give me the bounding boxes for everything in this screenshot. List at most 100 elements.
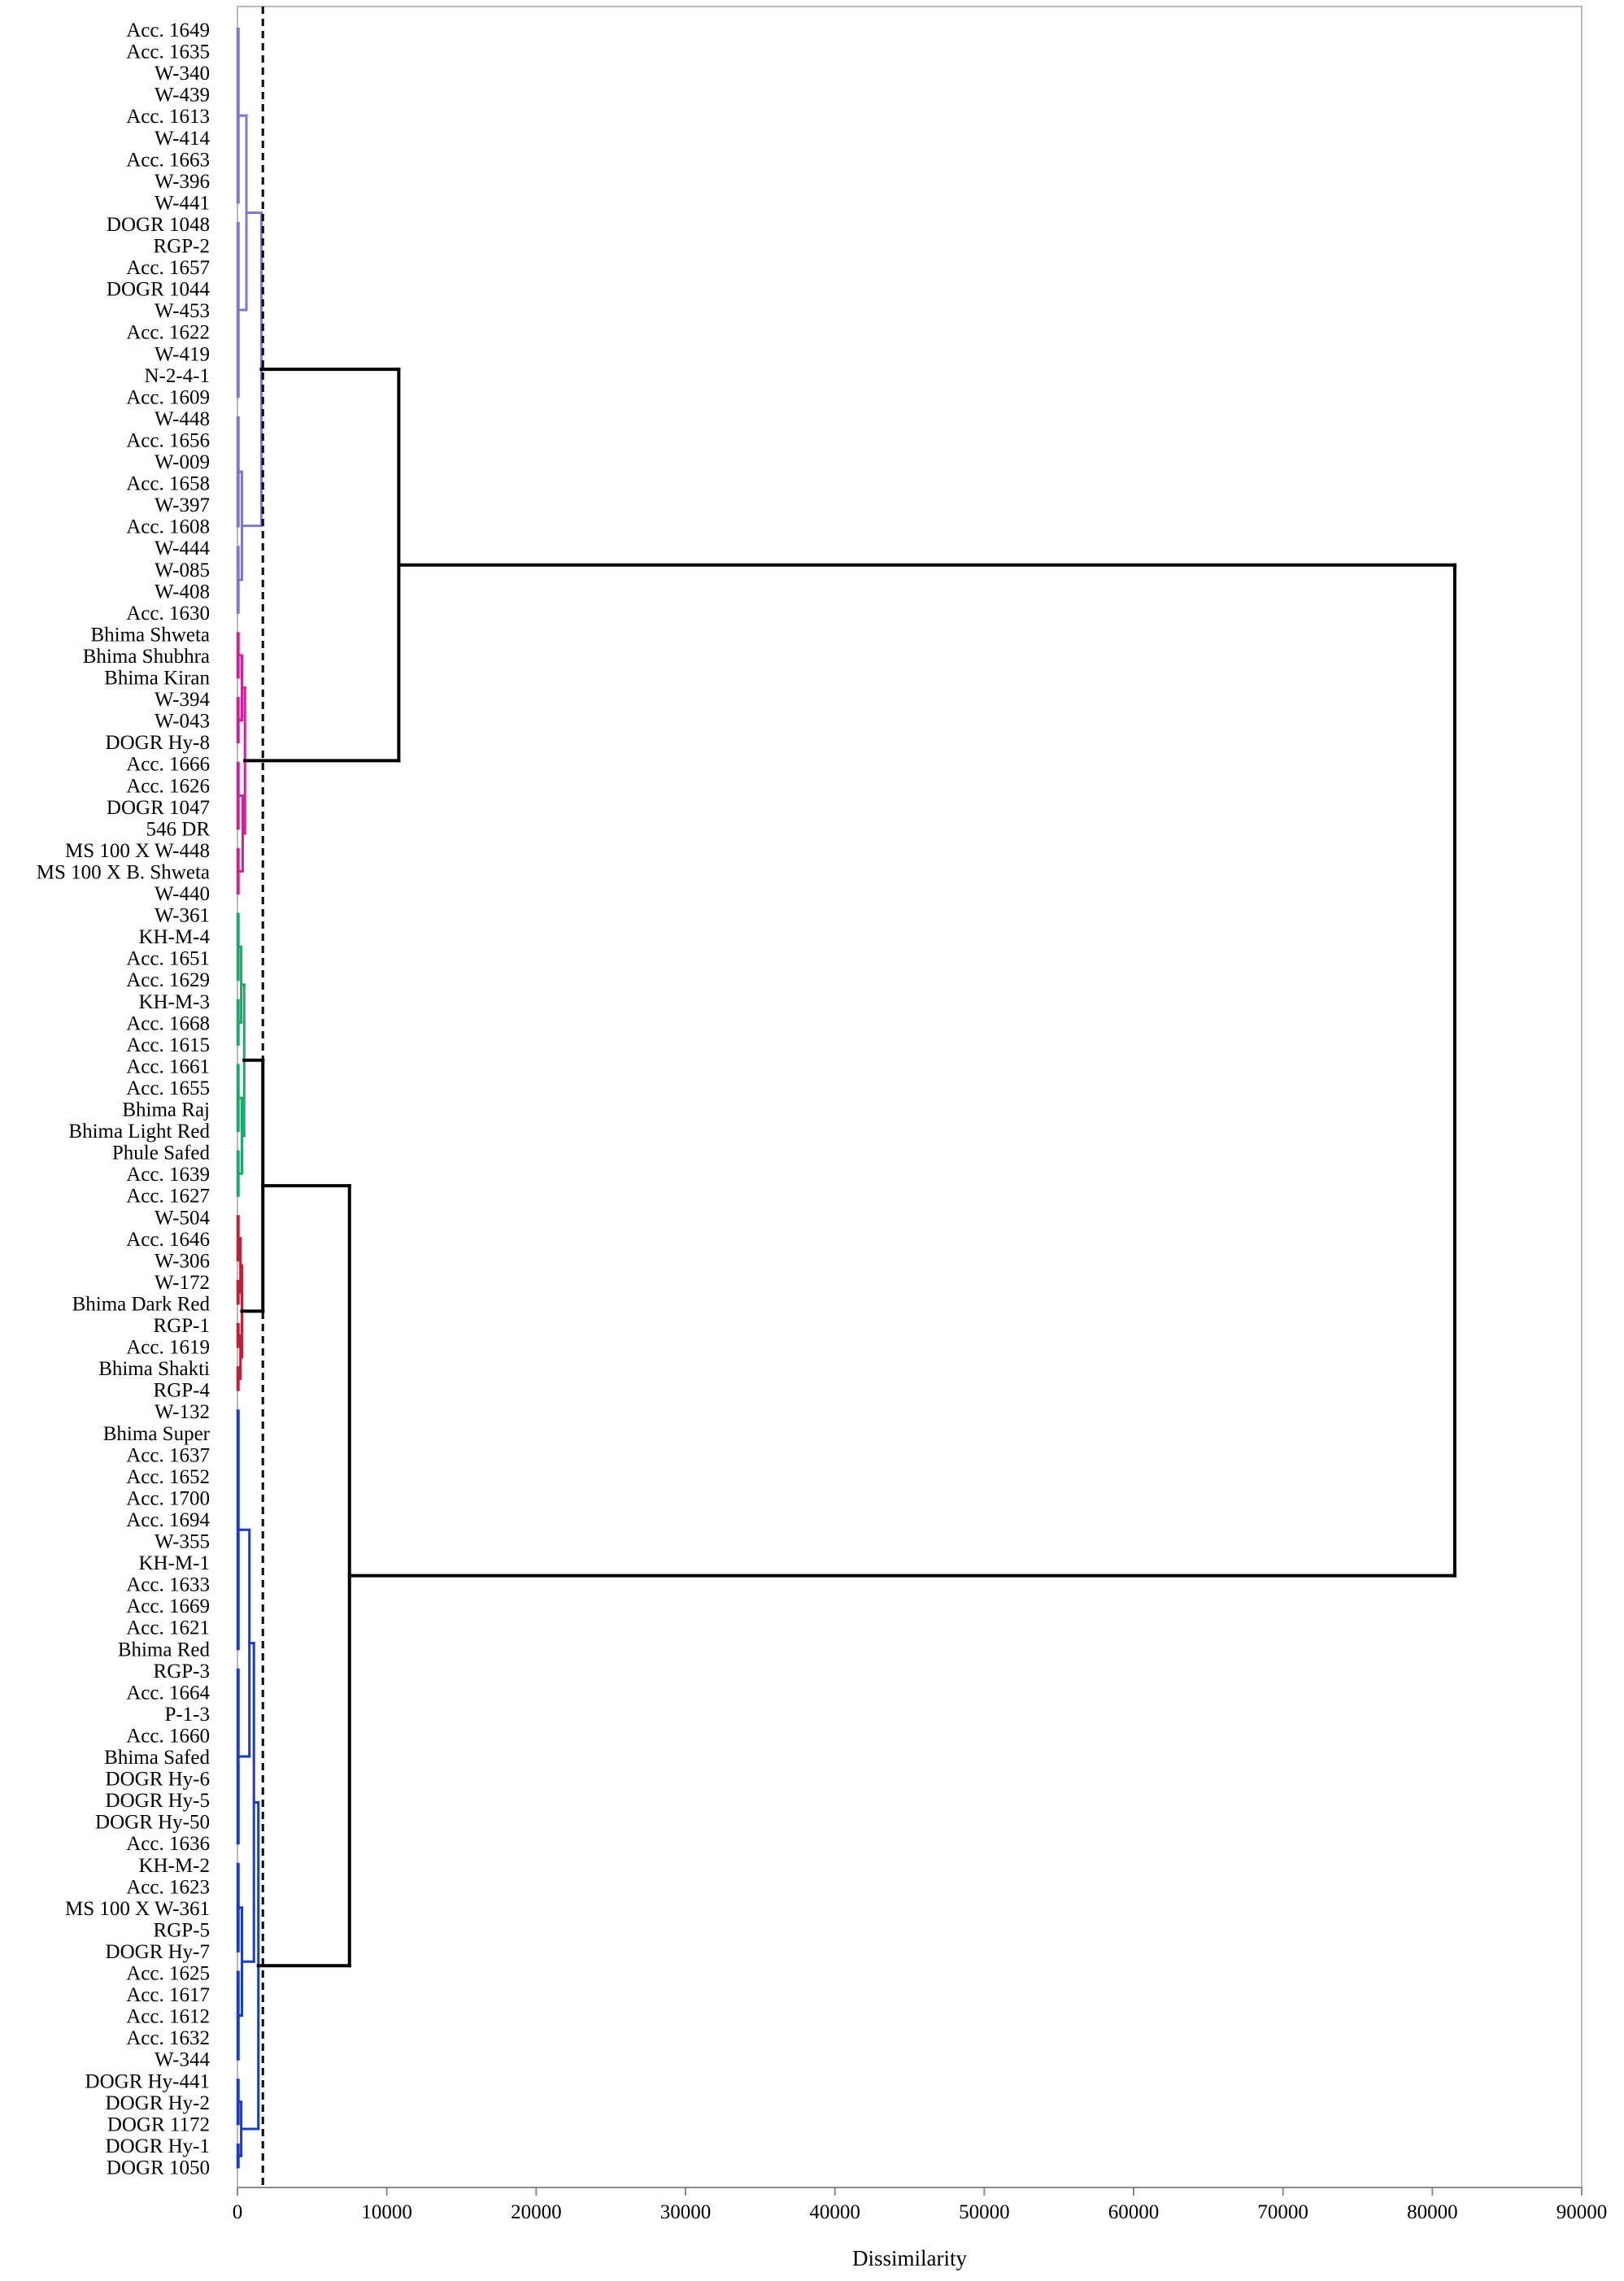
x-tick-label: 0	[233, 2201, 243, 2223]
leaf-label: Acc. 1615	[126, 1034, 210, 1056]
leaf-label: KH-M-3	[139, 991, 211, 1013]
leaf-label: Acc. 1666	[126, 754, 210, 776]
leaf-label: Acc. 1669	[126, 1595, 210, 1617]
leaf-label: W-085	[155, 559, 210, 581]
leaf-label: Bhima Red	[118, 1639, 211, 1661]
leaf-label: KH-M-2	[139, 1855, 211, 1877]
leaf-label: W-448	[155, 408, 210, 430]
leaf-label: Acc. 1612	[126, 2006, 210, 2028]
leaf-label: W-396	[155, 171, 210, 193]
leaf-label: W-043	[155, 711, 210, 733]
leaf-label: Acc. 1651	[126, 948, 210, 970]
leaf-label: W-504	[155, 1207, 211, 1229]
leaf-label: Acc. 1646	[126, 1229, 210, 1251]
x-tick-label: 20000	[511, 2201, 562, 2223]
x-tick-label: 90000	[1557, 2201, 1608, 2223]
leaf-label: Acc. 1635	[126, 41, 210, 63]
leaf-label: W-453	[155, 300, 210, 322]
leaf-label: Acc. 1622	[126, 322, 210, 344]
leaf-label: Phule Safed	[112, 1143, 211, 1164]
leaf-label: Bhima Dark Red	[72, 1293, 211, 1315]
leaf-label: W-344	[155, 2049, 211, 2071]
leaf-label: W-009	[155, 451, 210, 473]
leaf-label: W-306	[155, 1250, 210, 1272]
leaf-label: MS 100 X W-448	[65, 840, 210, 862]
leaf-label: Acc. 1637	[126, 1444, 210, 1466]
leaf-label: Acc. 1621	[126, 1617, 210, 1639]
leaf-label: Acc. 1639	[126, 1164, 210, 1186]
leaf-label: Acc. 1655	[126, 1077, 210, 1099]
leaf-label: RGP-1	[154, 1315, 210, 1337]
leaf-label: Acc. 1656	[126, 429, 210, 451]
dendrogram-links	[236, 28, 1456, 2169]
leaf-label: MS 100 X B. Shweta	[37, 861, 210, 883]
leaf-label: W-361	[155, 905, 210, 927]
leaf-label: Acc. 1663	[126, 149, 210, 171]
leaf-label: Acc. 1625	[126, 1963, 210, 1985]
x-tick-label: 30000	[660, 2201, 712, 2223]
leaf-label: KH-M-4	[139, 926, 211, 948]
x-tick-label: 10000	[361, 2201, 412, 2223]
leaf-label: Acc. 1617	[126, 1984, 210, 2006]
x-axis-label: Dissimilarity	[852, 2246, 967, 2270]
x-tick-label: 70000	[1257, 2201, 1308, 2223]
leaf-label: W-419	[155, 343, 210, 365]
leaf-label: Acc. 1658	[126, 473, 210, 495]
leaf-label: RGP-4	[154, 1380, 211, 1402]
leaf-label: Acc. 1629	[126, 969, 210, 991]
leaf-label: DOGR 1050	[107, 2157, 210, 2179]
leaf-label: Acc. 1633	[126, 1574, 210, 1596]
leaf-label: W-439	[155, 85, 210, 107]
leaf-label: Bhima Light Red	[68, 1121, 210, 1143]
leaf-label: W-440	[155, 883, 210, 905]
leaf-label: Acc. 1660	[126, 1725, 210, 1747]
leaf-label: W-397	[155, 494, 210, 516]
leaf-label: Acc. 1623	[126, 1876, 210, 1898]
x-tick-label: 50000	[959, 2201, 1010, 2223]
leaf-label: W-340	[155, 63, 210, 85]
leaf-label: Acc. 1652	[126, 1466, 210, 1488]
x-tick-label: 40000	[809, 2201, 860, 2223]
leaf-label: Acc. 1632	[126, 2027, 210, 2049]
leaf-label: DOGR 1044	[107, 279, 211, 301]
leaf-label: DOGR 1172	[107, 2113, 210, 2135]
leaf-label: Bhima Shakti	[98, 1358, 210, 1380]
leaf-label: DOGR 1048	[107, 214, 210, 236]
leaf-label: DOGR Hy-50	[95, 1812, 210, 1834]
leaf-label: Acc. 1630	[126, 603, 210, 625]
leaf-label: KH-M-1	[139, 1552, 211, 1574]
leaf-label: DOGR Hy-5	[106, 1790, 210, 1812]
leaf-label: W-441	[155, 192, 210, 214]
leaf-label: Bhima Super	[103, 1423, 211, 1445]
leaf-label: Acc. 1700	[126, 1487, 210, 1509]
leaf-label: W-414	[155, 128, 211, 150]
leaf-label: Acc. 1661	[126, 1056, 210, 1077]
leaf-label: W-132	[155, 1401, 210, 1423]
leaf-label: DOGR 1047	[107, 797, 210, 819]
leaf-label: Acc. 1627	[126, 1186, 210, 1208]
leaf-label: W-172	[155, 1272, 210, 1294]
leaf-label: Acc. 1657	[126, 257, 210, 279]
leaf-label: Acc. 1694	[126, 1509, 210, 1531]
leaf-label: DOGR Hy-7	[106, 1941, 210, 1963]
leaf-label: Acc. 1626	[126, 775, 210, 797]
leaf-label: Acc. 1619	[126, 1337, 210, 1359]
leaf-label: RGP-3	[154, 1661, 210, 1682]
x-axis-ticks: 0 10000 20000 30000 40000 50000 60000 70000 8000…	[233, 2187, 1608, 2223]
leaf-label: 546 DR	[146, 818, 211, 840]
plot-area-frame	[237, 6, 1583, 2188]
leaf-label: Acc. 1608	[126, 516, 210, 538]
leaf-label: Bhima Raj	[122, 1099, 210, 1121]
leaf-label: DOGR Hy-2	[106, 2092, 210, 2114]
leaf-label: Acc. 1649	[126, 20, 210, 41]
leaf-label: Bhima Kiran	[104, 668, 210, 690]
leaf-label: Bhima Shweta	[90, 624, 210, 646]
leaf-label: W-394	[155, 689, 211, 711]
leaf-label: Acc. 1664	[126, 1682, 210, 1704]
leaf-label: W-355	[155, 1531, 210, 1553]
leaf-label: Acc. 1636	[126, 1833, 210, 1855]
leaf-label: Bhima Shubhra	[83, 646, 210, 668]
leaf-label: MS 100 X W-361	[65, 1898, 210, 1920]
